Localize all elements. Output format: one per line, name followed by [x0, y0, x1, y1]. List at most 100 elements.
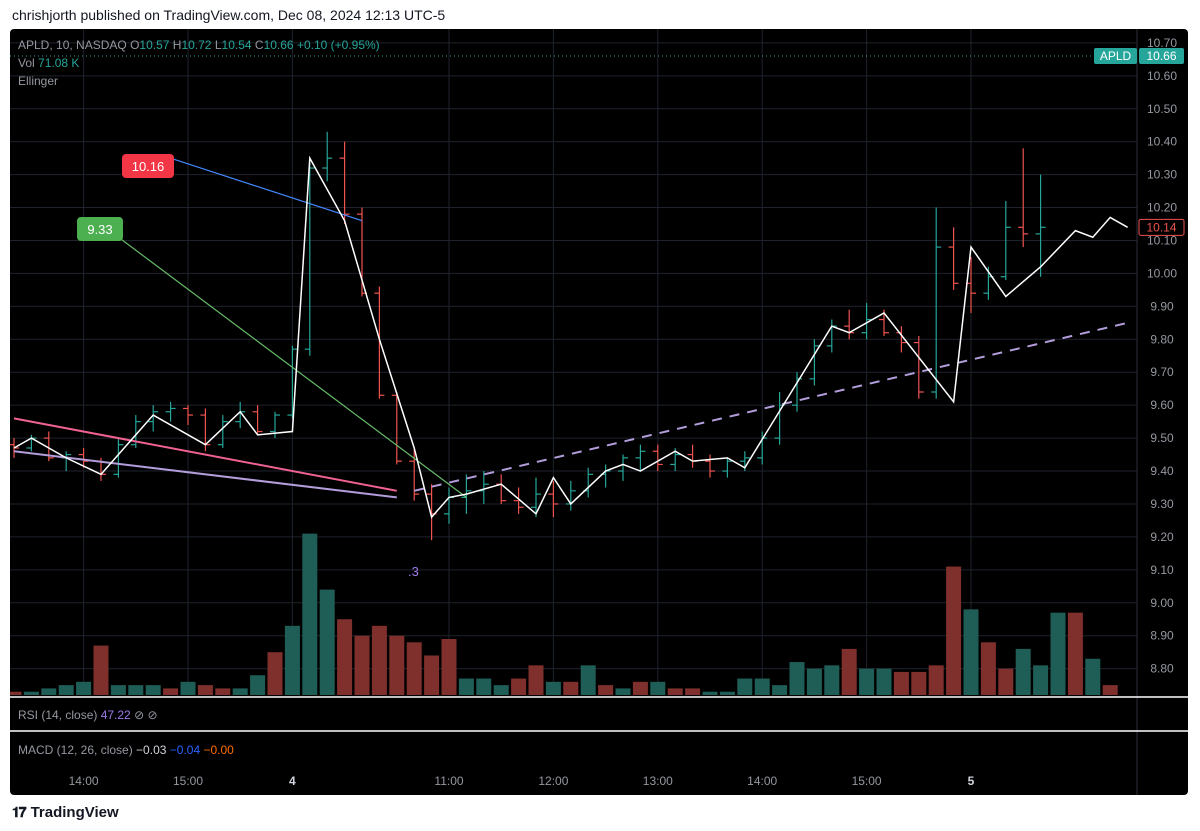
rsi-legend: RSI (14, close) 47.22 ⊘ ⊘ [18, 708, 158, 722]
volume-bar [476, 678, 492, 695]
volume-bar [58, 685, 74, 695]
macd-legend: MACD (12, 26, close) −0.03 −0.04 −0.00 [18, 743, 234, 757]
chart-frame[interactable]: 10.70 10.60 10.50 10.40 10.30 10.20 10.10 10.00… [10, 29, 1188, 795]
time-tick-label: 4 [289, 774, 296, 788]
volume-bar [354, 635, 370, 695]
volume-bar [93, 645, 109, 695]
volume-bar [215, 688, 231, 695]
ohlc-bar [374, 286, 385, 399]
volume-bar [110, 685, 126, 695]
symbol-tag-label: APLD [1100, 49, 1132, 63]
ohlc-bar [183, 405, 193, 425]
ohlc-bar [844, 309, 855, 340]
volume-bar [493, 685, 509, 695]
volume-bar [371, 625, 387, 695]
volume-bar [441, 639, 457, 695]
volume-bar [232, 688, 248, 695]
volume-bar [424, 655, 440, 695]
time-tick-label: 14:00 [747, 774, 777, 788]
volume-bar [267, 652, 283, 695]
volume-bar [928, 665, 944, 695]
low-label: L [214, 38, 222, 52]
published-text: chrishjorth published on TradingView.com… [12, 7, 446, 23]
volume-bar [876, 668, 892, 695]
volume-bar [1015, 648, 1031, 695]
ohlc-bar [774, 391, 785, 445]
volume-bar [1102, 685, 1118, 695]
price-tick-label: 9.20 [1150, 530, 1174, 544]
price-tick-label: 10.00 [1147, 266, 1177, 280]
ohlc-bar [304, 161, 315, 356]
rsi-value: 47.22 [100, 708, 131, 722]
ohlc-bar [757, 431, 768, 465]
ohlc-bar [600, 464, 611, 488]
hidden-value-icon: ⊘ [134, 708, 145, 722]
annotation-label-green [77, 217, 123, 241]
ohlc-bar [322, 131, 333, 182]
volume-bar [841, 648, 857, 695]
macd-signal-value: −0.04 [169, 743, 201, 757]
ohlc-bar [339, 141, 350, 225]
volume-bar [197, 685, 213, 695]
volume-bar [302, 533, 318, 695]
volume-bar [319, 589, 335, 695]
close-value: 10.66 [263, 38, 294, 52]
ohlc-bar [705, 454, 715, 478]
current-price-label: 10.14 [1146, 220, 1176, 234]
ohlc-bar [252, 405, 263, 435]
high-value: 10.72 [181, 38, 212, 52]
hidden-value-icon: ⊘ [147, 708, 158, 722]
annotation-text-red: 10.16 [132, 159, 165, 174]
volume-bar [963, 609, 979, 695]
volume-bar [580, 665, 596, 695]
volume-bar [737, 678, 753, 695]
trend-line-purple [13, 450, 397, 499]
price-tick-label: 10.10 [1147, 233, 1177, 247]
price-tick-label: 9.60 [1150, 398, 1174, 412]
volume-bar [250, 675, 266, 695]
ohlc-bar [165, 401, 176, 422]
trend-line-blue [170, 157, 363, 222]
annotation-text-purple: .3 [408, 564, 419, 579]
tradingview-logo-icon: 𝟏𝟕 [12, 804, 27, 820]
last-price-label: 10.66 [1146, 49, 1176, 63]
price-tick-label: 9.50 [1150, 431, 1174, 445]
ohlc-bar [861, 303, 872, 340]
volume-bar [41, 688, 57, 695]
volume-bar [911, 671, 927, 695]
volume-value: 71.08 K [38, 56, 80, 70]
ohlc-bar [618, 454, 628, 481]
ohlc-bar [513, 487, 524, 514]
ohlc-bar [966, 256, 976, 313]
ohlc-bar [722, 457, 733, 478]
open-value: 10.57 [139, 38, 170, 52]
price-tick-label: 10.40 [1147, 135, 1177, 149]
time-tick-label: 14:00 [69, 774, 99, 788]
volume-label: Vol [18, 56, 35, 70]
price-tick-label: 10.70 [1147, 36, 1177, 50]
high-label: H [172, 38, 182, 52]
top-bar: chrishjorth published on TradingView.com… [0, 0, 1200, 29]
tradingview-logo[interactable]: 𝟏𝟕 TradingView [12, 804, 119, 821]
low-value: 10.54 [221, 38, 252, 52]
ohlc-bar [409, 447, 420, 501]
time-tick-label: 12:00 [538, 774, 568, 788]
volume-bar [824, 665, 840, 695]
price-chart[interactable]: 10.70 10.60 10.50 10.40 10.30 10.20 10.10 10.00… [10, 29, 1188, 795]
price-tick-label: 10.20 [1147, 201, 1177, 215]
price-tick-label: 9.90 [1150, 299, 1174, 313]
volume-bar [337, 619, 353, 695]
volume-bar [1085, 658, 1101, 695]
volume-bar [980, 642, 996, 695]
trend-line-green [118, 236, 467, 498]
ohlc-bar [583, 467, 594, 498]
ohlc-bar [217, 415, 228, 448]
trend-line-purple [413, 321, 1128, 492]
price-tick-label: 9.80 [1150, 332, 1174, 346]
volume-bar [511, 678, 527, 695]
macd-label: MACD (12, 26, close) [18, 743, 133, 757]
trend-line-pink [13, 417, 397, 492]
volume-bar [650, 681, 666, 695]
ohlc-bar [357, 207, 367, 297]
price-tick-label: 10.50 [1147, 102, 1177, 116]
